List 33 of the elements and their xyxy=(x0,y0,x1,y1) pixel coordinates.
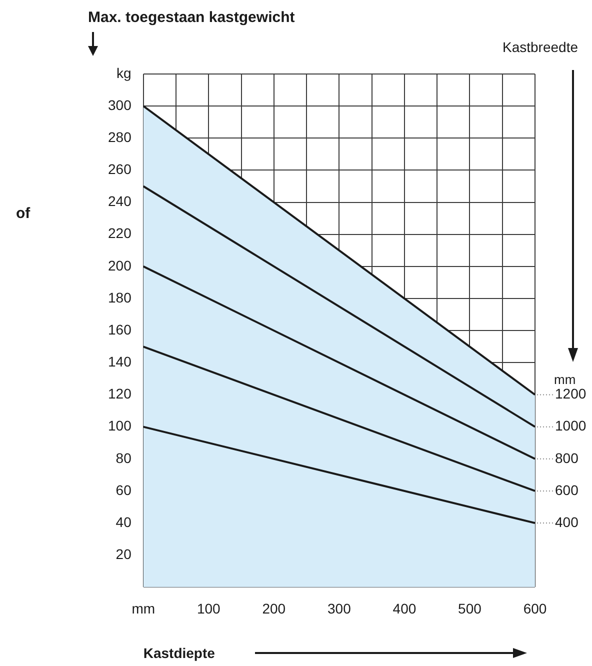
series-label: 800 xyxy=(555,450,579,466)
x-tick-label: 300 xyxy=(328,600,352,616)
y-tick-label: 80 xyxy=(116,450,132,466)
y-tick-label: 140 xyxy=(108,354,132,370)
text: of xyxy=(16,205,32,222)
y-tick-label: 120 xyxy=(108,386,132,402)
x-axis-title: Kastdiepte xyxy=(143,645,216,661)
y-tick-label: 280 xyxy=(108,129,132,146)
series-label: 400 xyxy=(555,514,579,530)
y-tick-label: 20 xyxy=(116,546,132,562)
x-tick-label: 600 xyxy=(523,600,547,616)
y-tick-label: 220 xyxy=(108,225,132,242)
y-tick-label: 100 xyxy=(108,418,132,434)
series-label: 1000 xyxy=(555,418,586,434)
y-tick-label: 200 xyxy=(108,257,132,274)
text: mm xyxy=(554,372,576,387)
series-label: 600 xyxy=(555,482,579,498)
y-tick-label: 40 xyxy=(116,514,132,530)
x-tick-label: mm xyxy=(132,600,156,616)
x-tick-label: 100 xyxy=(196,600,221,616)
y-tick-label: 300 xyxy=(108,96,132,113)
y-tick-label: 260 xyxy=(108,161,132,178)
y-tick-label: 180 xyxy=(108,289,132,306)
y-tick-label: 60 xyxy=(116,482,132,498)
y-tick-label: 160 xyxy=(108,321,132,338)
legend-title: Kastbreedte xyxy=(502,39,578,55)
y-tick-label: 240 xyxy=(108,193,132,210)
x-tick-label: 200 xyxy=(262,600,286,616)
x-tick-label: 400 xyxy=(392,600,416,616)
y-tick-label: kg xyxy=(116,64,132,81)
x-tick-label: 500 xyxy=(458,600,482,616)
chart-title: Max. toegestaan kastgewicht xyxy=(88,9,295,26)
series-label: 1200 xyxy=(555,386,586,402)
